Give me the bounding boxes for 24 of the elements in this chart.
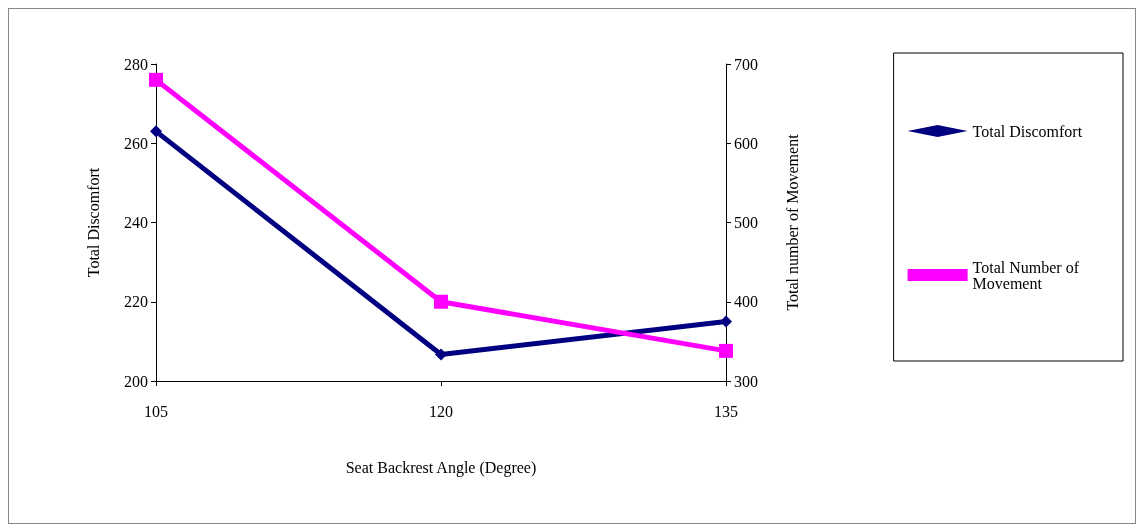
point xyxy=(435,348,447,361)
y-axis-title: Total Discomfort xyxy=(84,167,102,278)
legend-label: Total Discomfort xyxy=(972,122,1083,140)
y-tick-label: 240 xyxy=(124,214,148,231)
y-tick-label: 260 xyxy=(124,134,148,152)
y-tick-label: 220 xyxy=(124,293,148,311)
y-tick-label: 280 xyxy=(124,55,148,73)
y2-axis-title: Total number of Movement xyxy=(783,133,801,311)
y-tick-label: 200 xyxy=(124,372,148,390)
point xyxy=(434,294,448,309)
point xyxy=(150,125,162,138)
y2-tick-label: 700 xyxy=(734,55,758,73)
legend-label: Total Number of Movement xyxy=(972,258,1083,292)
point xyxy=(720,315,732,328)
y2-tick-label: 400 xyxy=(734,293,758,311)
y2-tick-label: 300 xyxy=(734,372,758,390)
x-tick-label: 120 xyxy=(429,402,453,420)
point xyxy=(149,72,163,87)
x-tick-label: 135 xyxy=(714,402,738,420)
x-axis-title: Seat Backrest Angle (Degree) xyxy=(345,458,537,477)
y2-tick-label: 600 xyxy=(734,134,758,152)
y2-tick-label: 500 xyxy=(734,214,758,231)
point xyxy=(719,343,733,358)
x-tick-label: 105 xyxy=(144,402,168,420)
